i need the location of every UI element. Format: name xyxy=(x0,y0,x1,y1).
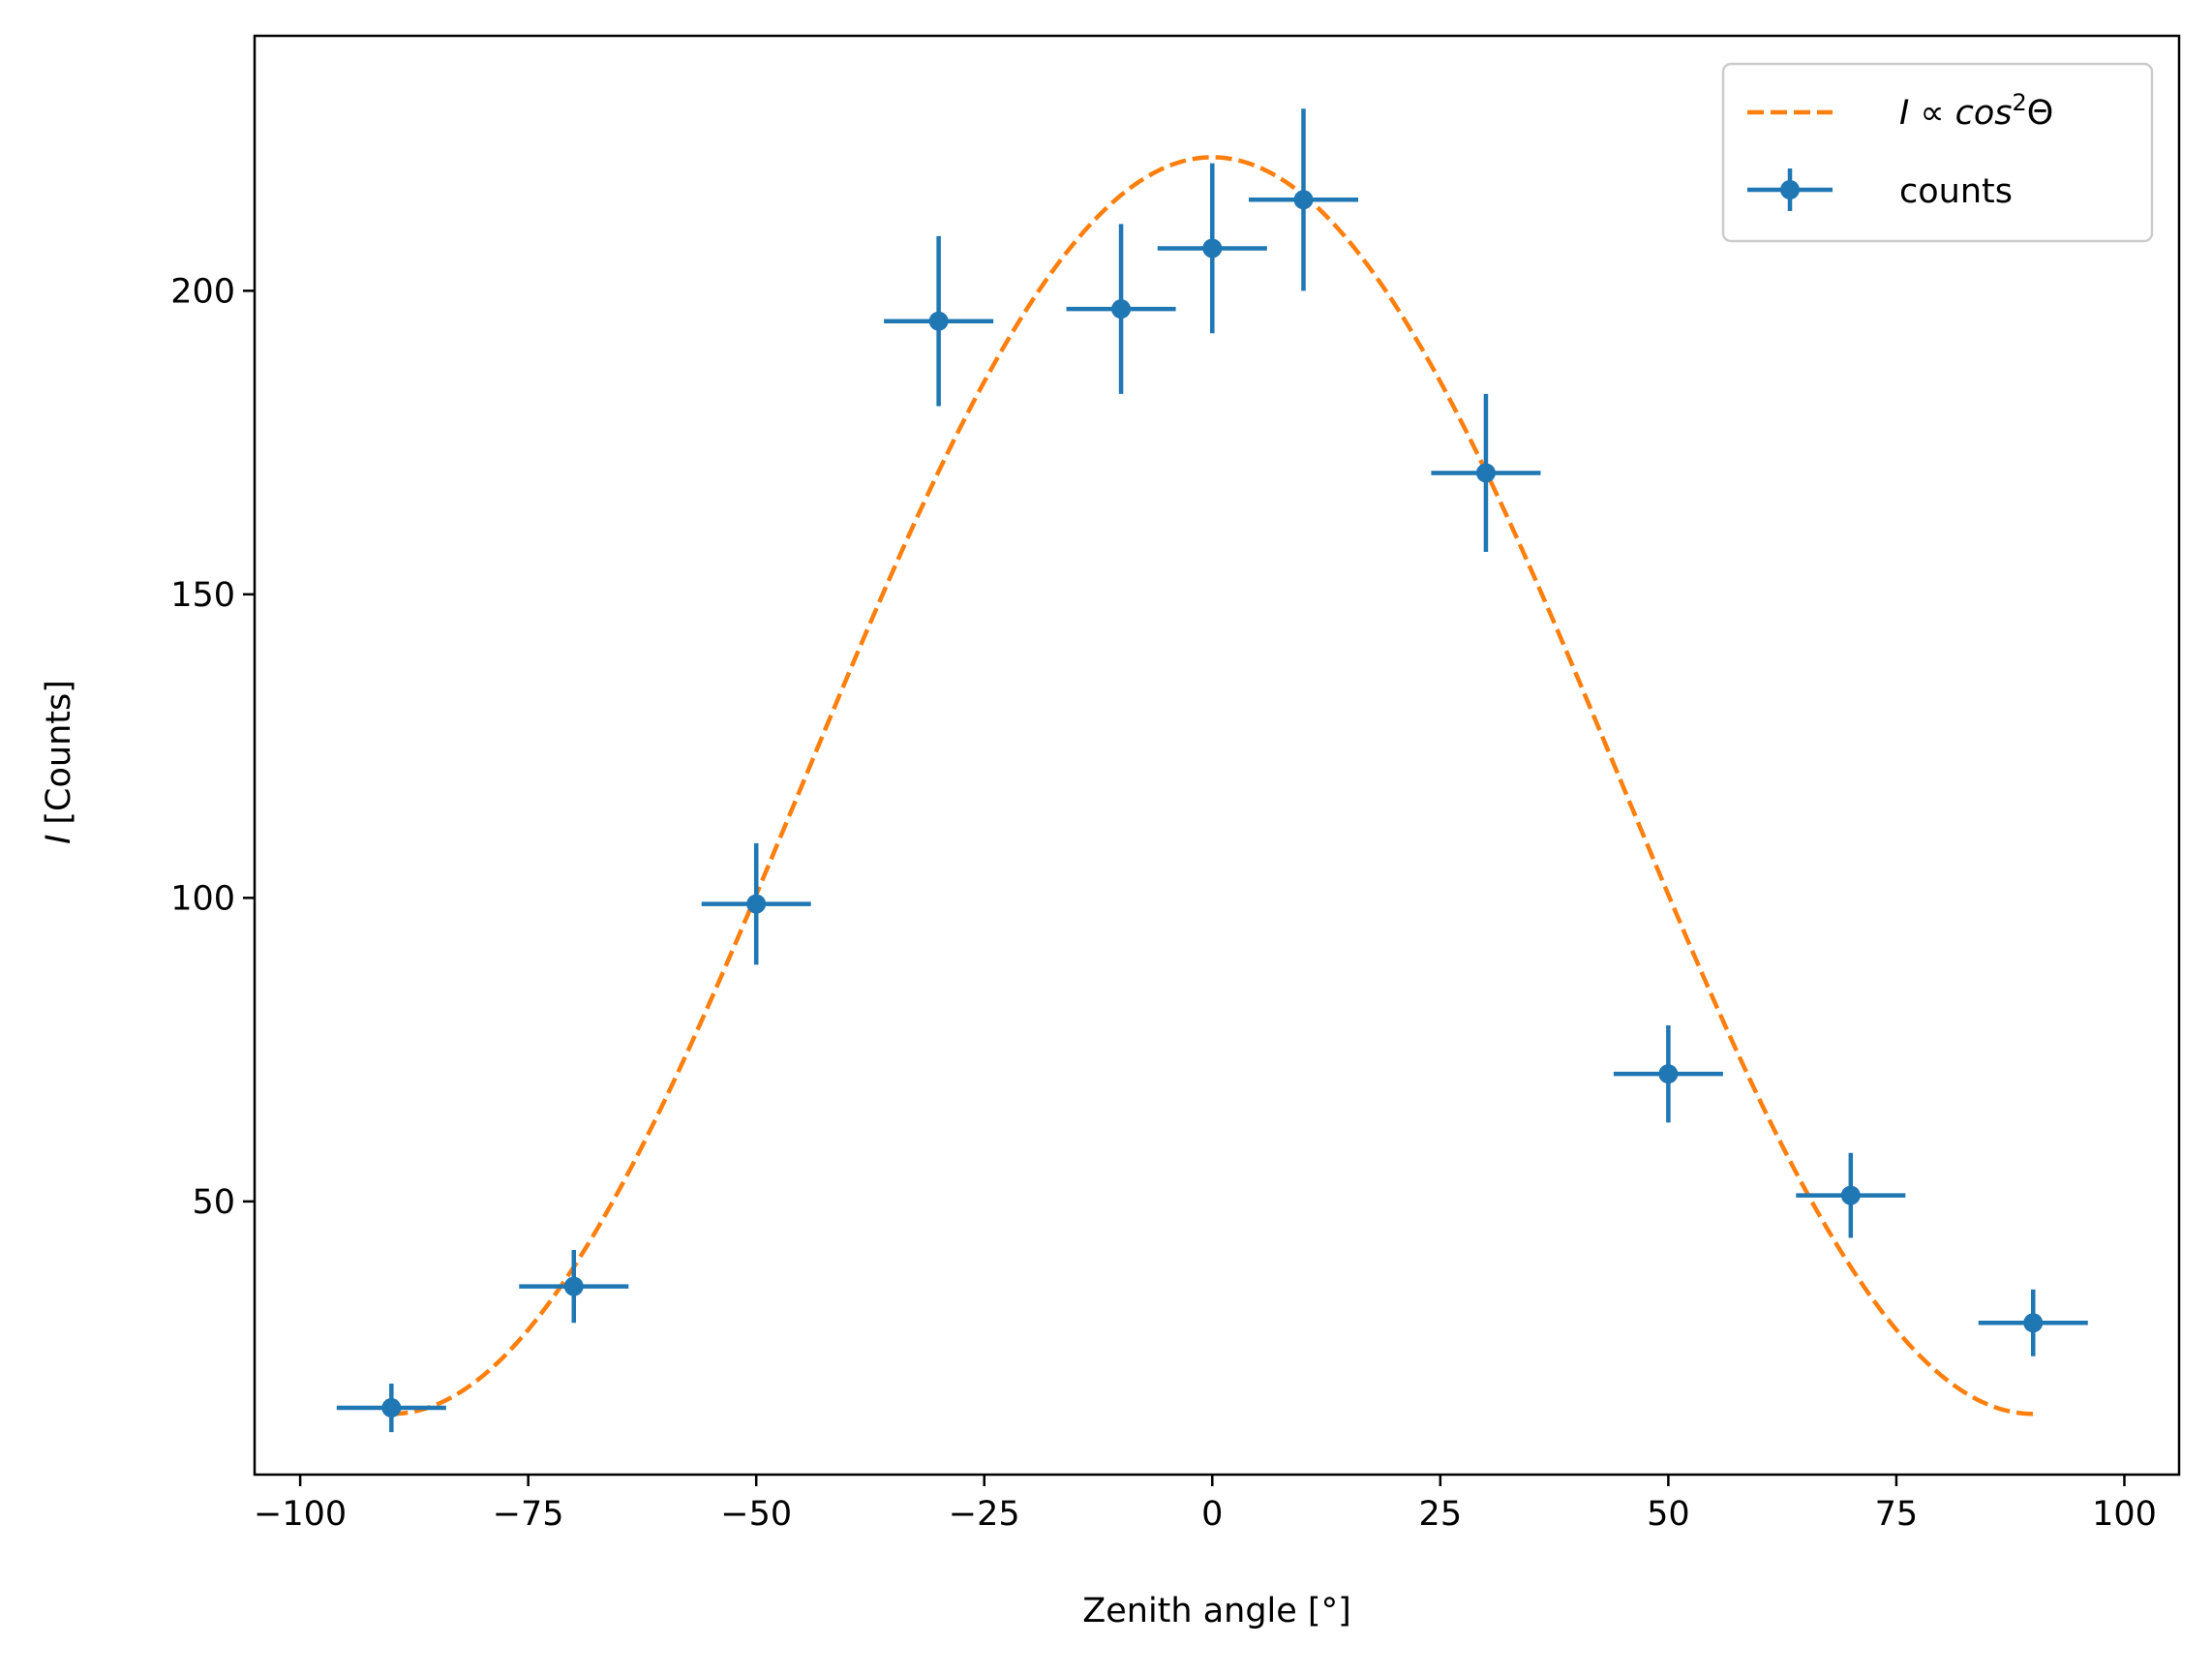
x-tick-label: −75 xyxy=(493,1495,564,1534)
axes-frame xyxy=(253,34,2181,1477)
y-tick-label: 100 xyxy=(170,879,235,918)
x-axis-label: Zenith angle [°] xyxy=(1082,1592,1351,1630)
x-tick-label: 75 xyxy=(1875,1495,1919,1534)
marker xyxy=(2023,1313,2044,1333)
marker xyxy=(381,1398,402,1418)
marker xyxy=(1840,1185,1861,1205)
marker xyxy=(1111,299,1132,320)
data-point xyxy=(1157,163,1267,334)
marker xyxy=(746,894,767,914)
marker xyxy=(1658,1064,1679,1084)
data-point xyxy=(884,235,994,407)
data-point xyxy=(1796,1152,1906,1238)
data-point xyxy=(519,1250,629,1324)
y-tick-label: 200 xyxy=(170,272,235,311)
marker xyxy=(1293,190,1314,210)
marker xyxy=(1202,238,1223,259)
data-point xyxy=(336,1383,446,1433)
series-fit-line xyxy=(391,155,2034,1417)
y-axis-label: I[Counts] xyxy=(40,680,78,844)
y-tick-label: 50 xyxy=(192,1183,235,1222)
x-tick-label: 25 xyxy=(1419,1495,1463,1534)
data-point xyxy=(701,842,811,965)
x-tick-label: 100 xyxy=(2092,1495,2157,1534)
y-tick-label: 150 xyxy=(170,576,235,615)
legend-counts-label: counts xyxy=(1899,172,2013,211)
legend-fit-label: I ∝ cos2Θ xyxy=(1899,89,2053,133)
data-point xyxy=(1613,1025,1723,1123)
x-tick-label: 50 xyxy=(1647,1495,1690,1534)
x-tick-label: 0 xyxy=(1201,1495,1223,1534)
data-point xyxy=(1431,393,1541,552)
x-axis: −100 −75 −50 −25 0 25 50 75 100 xyxy=(254,1475,2157,1534)
data-point xyxy=(1066,224,1176,394)
legend-counts-swatch xyxy=(1747,168,1833,211)
y-axis: 50 100 150 200 xyxy=(170,272,255,1222)
plot-area xyxy=(336,108,2088,1433)
x-tick-label: −25 xyxy=(949,1495,1020,1534)
marker xyxy=(928,311,949,331)
marker xyxy=(1475,463,1496,483)
legend-box xyxy=(1721,62,2154,243)
x-tick-label: −100 xyxy=(254,1495,347,1534)
data-point xyxy=(1248,108,1359,291)
x-tick-label: −50 xyxy=(720,1495,792,1534)
data-point xyxy=(1978,1289,2088,1356)
marker xyxy=(563,1276,584,1296)
legend: I ∝ cos2Θ counts xyxy=(1721,62,2154,243)
